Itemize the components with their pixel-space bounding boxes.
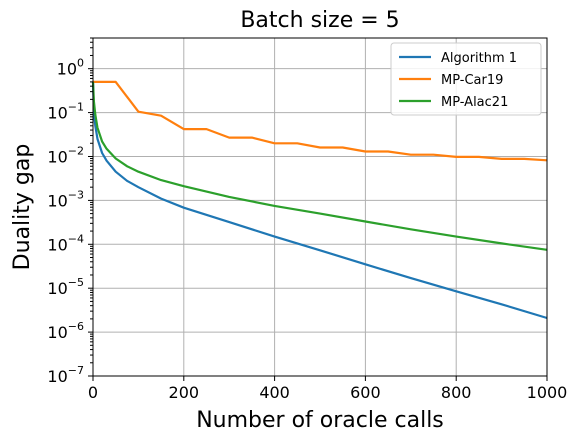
legend-label: MP-Alac21 [441, 95, 508, 110]
y-tick-label-exponent: −7 [68, 364, 84, 377]
y-tick-label-exponent: −1 [68, 101, 84, 114]
y-tick-label: 10−7 [47, 364, 84, 386]
x-tick-label: 0 [88, 383, 98, 402]
y-tick-label-base: 10 [57, 60, 77, 79]
y-tick-label: 10−5 [47, 276, 84, 298]
y-tick-label: 10−2 [47, 144, 84, 166]
axis-ticks [88, 37, 548, 381]
y-tick-label-exponent: −2 [68, 144, 84, 157]
x-axis-label: Number of oracle calls [196, 408, 444, 433]
y-tick-label: 10−4 [47, 232, 84, 254]
series-line-3 [91, 81, 548, 251]
x-tick-label: 800 [441, 383, 472, 402]
legend-label: MP-Car19 [441, 73, 503, 88]
y-tick-label-base: 10 [47, 235, 67, 254]
y-axis-label: Duality gap [10, 144, 35, 271]
x-tick-label: 1000 [527, 383, 568, 402]
y-tick-label: 10−6 [47, 320, 84, 342]
series-line-2 [93, 80, 548, 162]
y-tick-label-exponent: −4 [68, 232, 84, 245]
x-tick-label: 400 [259, 383, 290, 402]
y-tick-label-exponent: −5 [68, 276, 84, 289]
y-tick-label-base: 10 [47, 191, 67, 210]
y-tick-label-base: 10 [47, 323, 67, 342]
x-tick-label: 200 [169, 383, 200, 402]
chart-title: Batch size = 5 [240, 8, 399, 33]
y-tick-label: 10−1 [47, 101, 84, 123]
y-tick-label-exponent: 0 [77, 57, 84, 70]
y-tick-label-base: 10 [47, 147, 67, 166]
series-line-1 [91, 81, 548, 320]
series-lines [91, 80, 548, 320]
legend: Algorithm 1 MP-Car19 MP-Alac21 [390, 42, 542, 116]
y-tick-label-exponent: −3 [68, 188, 84, 201]
y-tick-label-base: 10 [47, 279, 67, 298]
y-tick-label-base: 10 [47, 104, 67, 123]
x-tick-label: 600 [350, 383, 381, 402]
legend-frame [390, 42, 542, 116]
y-tick-label: 10−3 [47, 188, 84, 210]
y-tick-label-base: 10 [47, 367, 67, 386]
y-tick-label-exponent: −6 [68, 320, 84, 333]
legend-label: Algorithm 1 [441, 51, 517, 66]
y-tick-label: 100 [57, 57, 84, 79]
